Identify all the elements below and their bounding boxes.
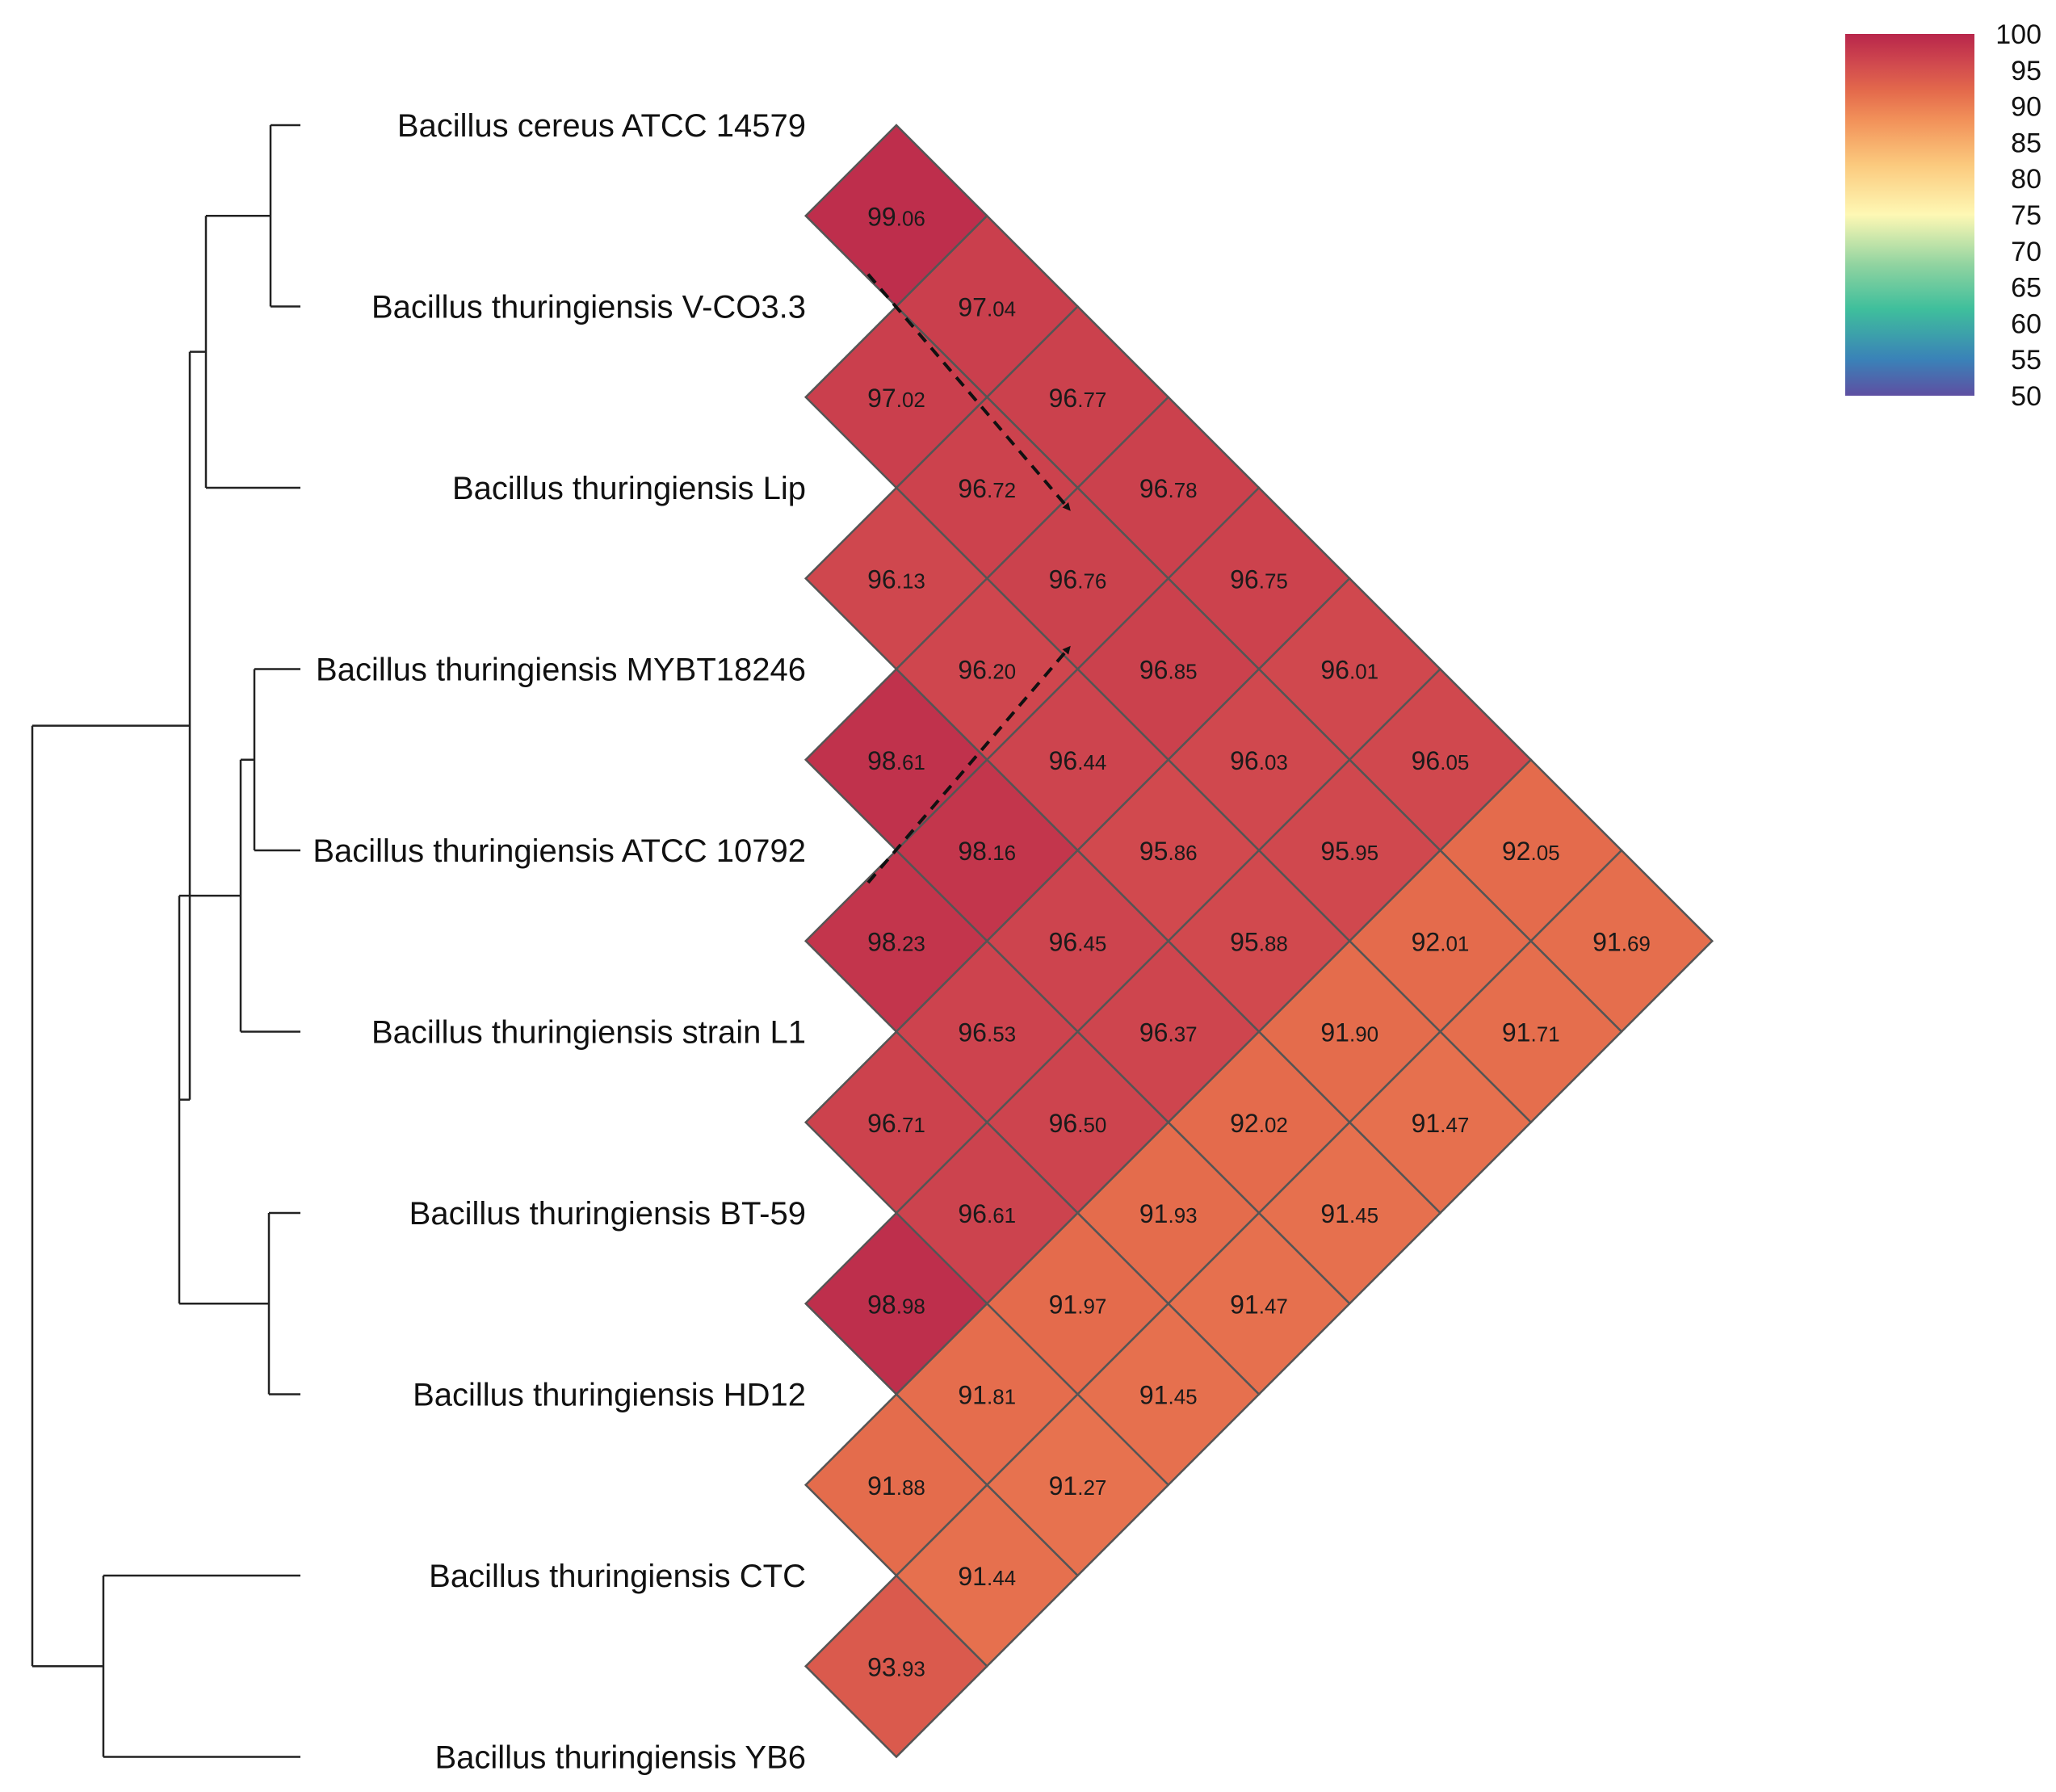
- cell-value-label: 96.53: [958, 1018, 1016, 1047]
- cell-value-label: 91.71: [1502, 1018, 1560, 1047]
- taxon-label: Bacillus thuringiensis CTC: [429, 1559, 806, 1594]
- cell-value-label: 96.20: [958, 656, 1016, 685]
- colorbar-tick-label: 75: [2011, 200, 2041, 231]
- colorbar-tick-label: 60: [2011, 308, 2041, 339]
- colorbar-tick-label: 50: [2011, 381, 2041, 412]
- cell-value-label: 96.01: [1320, 656, 1378, 685]
- cell-value-label: 98.98: [867, 1290, 925, 1319]
- colorbar-tick-label: 80: [2011, 164, 2041, 195]
- taxon-label: Bacillus thuringiensis V-CO3.3: [371, 290, 806, 325]
- taxon-label: Bacillus thuringiensis YB6: [434, 1740, 806, 1776]
- taxon-label: Bacillus thuringiensis strain L1: [371, 1015, 806, 1051]
- cell-value-label: 96.05: [1412, 746, 1470, 775]
- cell-value-label: 91.44: [958, 1562, 1016, 1591]
- colorbar-ticks: 100 95 90 85 80 75 70 65 60 55 50: [1995, 19, 2041, 412]
- cell-value-label: 95.88: [1230, 927, 1288, 956]
- cell-value-label: 91.69: [1592, 927, 1651, 956]
- cell-value-label: 91.93: [1139, 1199, 1198, 1228]
- cell-value-label: 92.02: [1230, 1109, 1288, 1138]
- cell-value-label: 96.03: [1230, 746, 1288, 775]
- taxon-label: Bacillus thuringiensis BT-59: [409, 1196, 806, 1232]
- cell-value-label: 96.45: [1049, 927, 1107, 956]
- taxon-label: Bacillus thuringiensis Lip: [452, 471, 806, 506]
- annotations: [866, 273, 1072, 884]
- dendrogram: [31, 124, 300, 1758]
- cell-value-label: 91.47: [1412, 1109, 1470, 1138]
- cell-value-label: 97.02: [867, 384, 925, 413]
- cell-value-label: 91.47: [1230, 1290, 1288, 1319]
- dashed-arrow: [866, 645, 1072, 884]
- heatmap-cell-shape: [804, 1574, 989, 1759]
- cell-value-label: 95.95: [1320, 837, 1378, 866]
- cell-value-label: 96.44: [1049, 746, 1107, 775]
- cell-value-label: 97.04: [958, 293, 1016, 322]
- dashed-arrow: [866, 273, 1072, 511]
- cell-value-label: 91.45: [1139, 1381, 1198, 1410]
- cell-value-label: 91.45: [1320, 1199, 1378, 1228]
- cell-value-label: 93.93: [867, 1652, 925, 1681]
- cell-value-label: 91.27: [1049, 1471, 1107, 1500]
- cell-value-label: 91.90: [1320, 1018, 1378, 1047]
- cell-value-label: 96.50: [1049, 1109, 1107, 1138]
- colorbar-tick-label: 70: [2011, 237, 2041, 267]
- taxon-label: Bacillus thuringiensis MYBT18246: [316, 653, 806, 688]
- colorbar-tick-label: 55: [2011, 345, 2041, 376]
- cell-value-label: 96.75: [1230, 564, 1288, 594]
- cell-value-label: 91.81: [958, 1381, 1016, 1410]
- taxon-label: Bacillus thuringiensis HD12: [413, 1378, 806, 1413]
- heatmap-cell: 93.93: [804, 1574, 989, 1759]
- cell-value-label: 98.23: [867, 927, 925, 956]
- cell-value-label: 96.76: [1049, 564, 1107, 594]
- cell-value-label: 96.13: [867, 564, 925, 594]
- colorbar-tick-label: 100: [1995, 19, 2041, 50]
- cell-value-label: 91.88: [867, 1471, 925, 1500]
- cell-value-label: 96.37: [1139, 1018, 1198, 1047]
- heatmap: 99.06 97.04 97.02 96.77 96.72 96.78 96.13 96.76…: [804, 124, 1714, 1759]
- cell-value-label: 92.01: [1412, 927, 1470, 956]
- colorbar-legend: 100 95 90 85 80 75 70 65 60 55 50: [1845, 19, 2041, 412]
- cell-value-label: 92.05: [1502, 837, 1560, 866]
- cell-value-label: 98.61: [867, 746, 925, 775]
- cell-value-label: 96.72: [958, 474, 1016, 503]
- cell-value-label: 96.61: [958, 1199, 1016, 1228]
- cell-value-label: 96.78: [1139, 474, 1198, 503]
- cell-value-label: 96.71: [867, 1109, 925, 1138]
- cell-value-label: 96.85: [1139, 656, 1198, 685]
- taxon-labels: Bacillus cereus ATCC 14579 Bacillus thuri…: [313, 108, 806, 1776]
- cell-value-label: 98.16: [958, 837, 1016, 866]
- colorbar-gradient: [1845, 34, 1974, 396]
- cell-value-label: 99.06: [867, 202, 925, 231]
- colorbar-tick-label: 95: [2011, 56, 2041, 86]
- colorbar-tick-label: 65: [2011, 273, 2041, 304]
- cell-value-label: 91.97: [1049, 1290, 1107, 1319]
- taxon-label: Bacillus thuringiensis ATCC 10792: [313, 833, 806, 869]
- colorbar-tick-label: 90: [2011, 92, 2041, 123]
- cell-value-label: 95.86: [1139, 837, 1198, 866]
- cell-value-label: 96.77: [1049, 384, 1107, 413]
- taxon-label: Bacillus cereus ATCC 14579: [397, 108, 806, 144]
- colorbar-tick-label: 85: [2011, 128, 2041, 158]
